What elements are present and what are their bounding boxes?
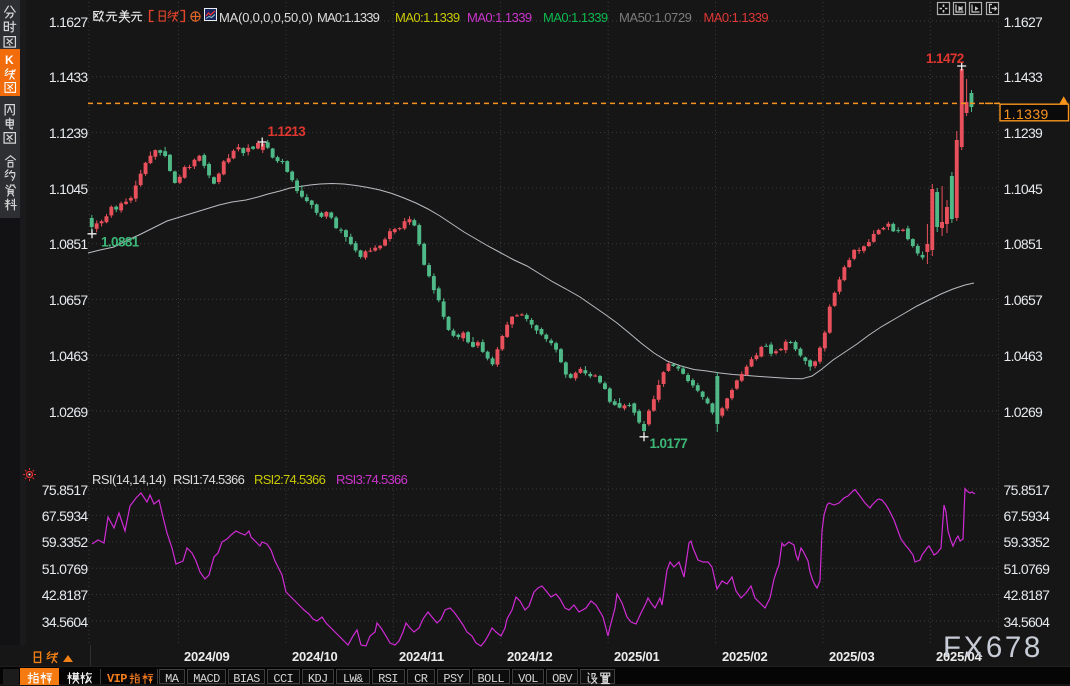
svg-text:1.1213: 1.1213 bbox=[268, 124, 307, 139]
svg-text:1.1472: 1.1472 bbox=[926, 51, 964, 66]
svg-text:1.0881: 1.0881 bbox=[101, 235, 140, 250]
svg-text:1.0177: 1.0177 bbox=[650, 436, 688, 451]
